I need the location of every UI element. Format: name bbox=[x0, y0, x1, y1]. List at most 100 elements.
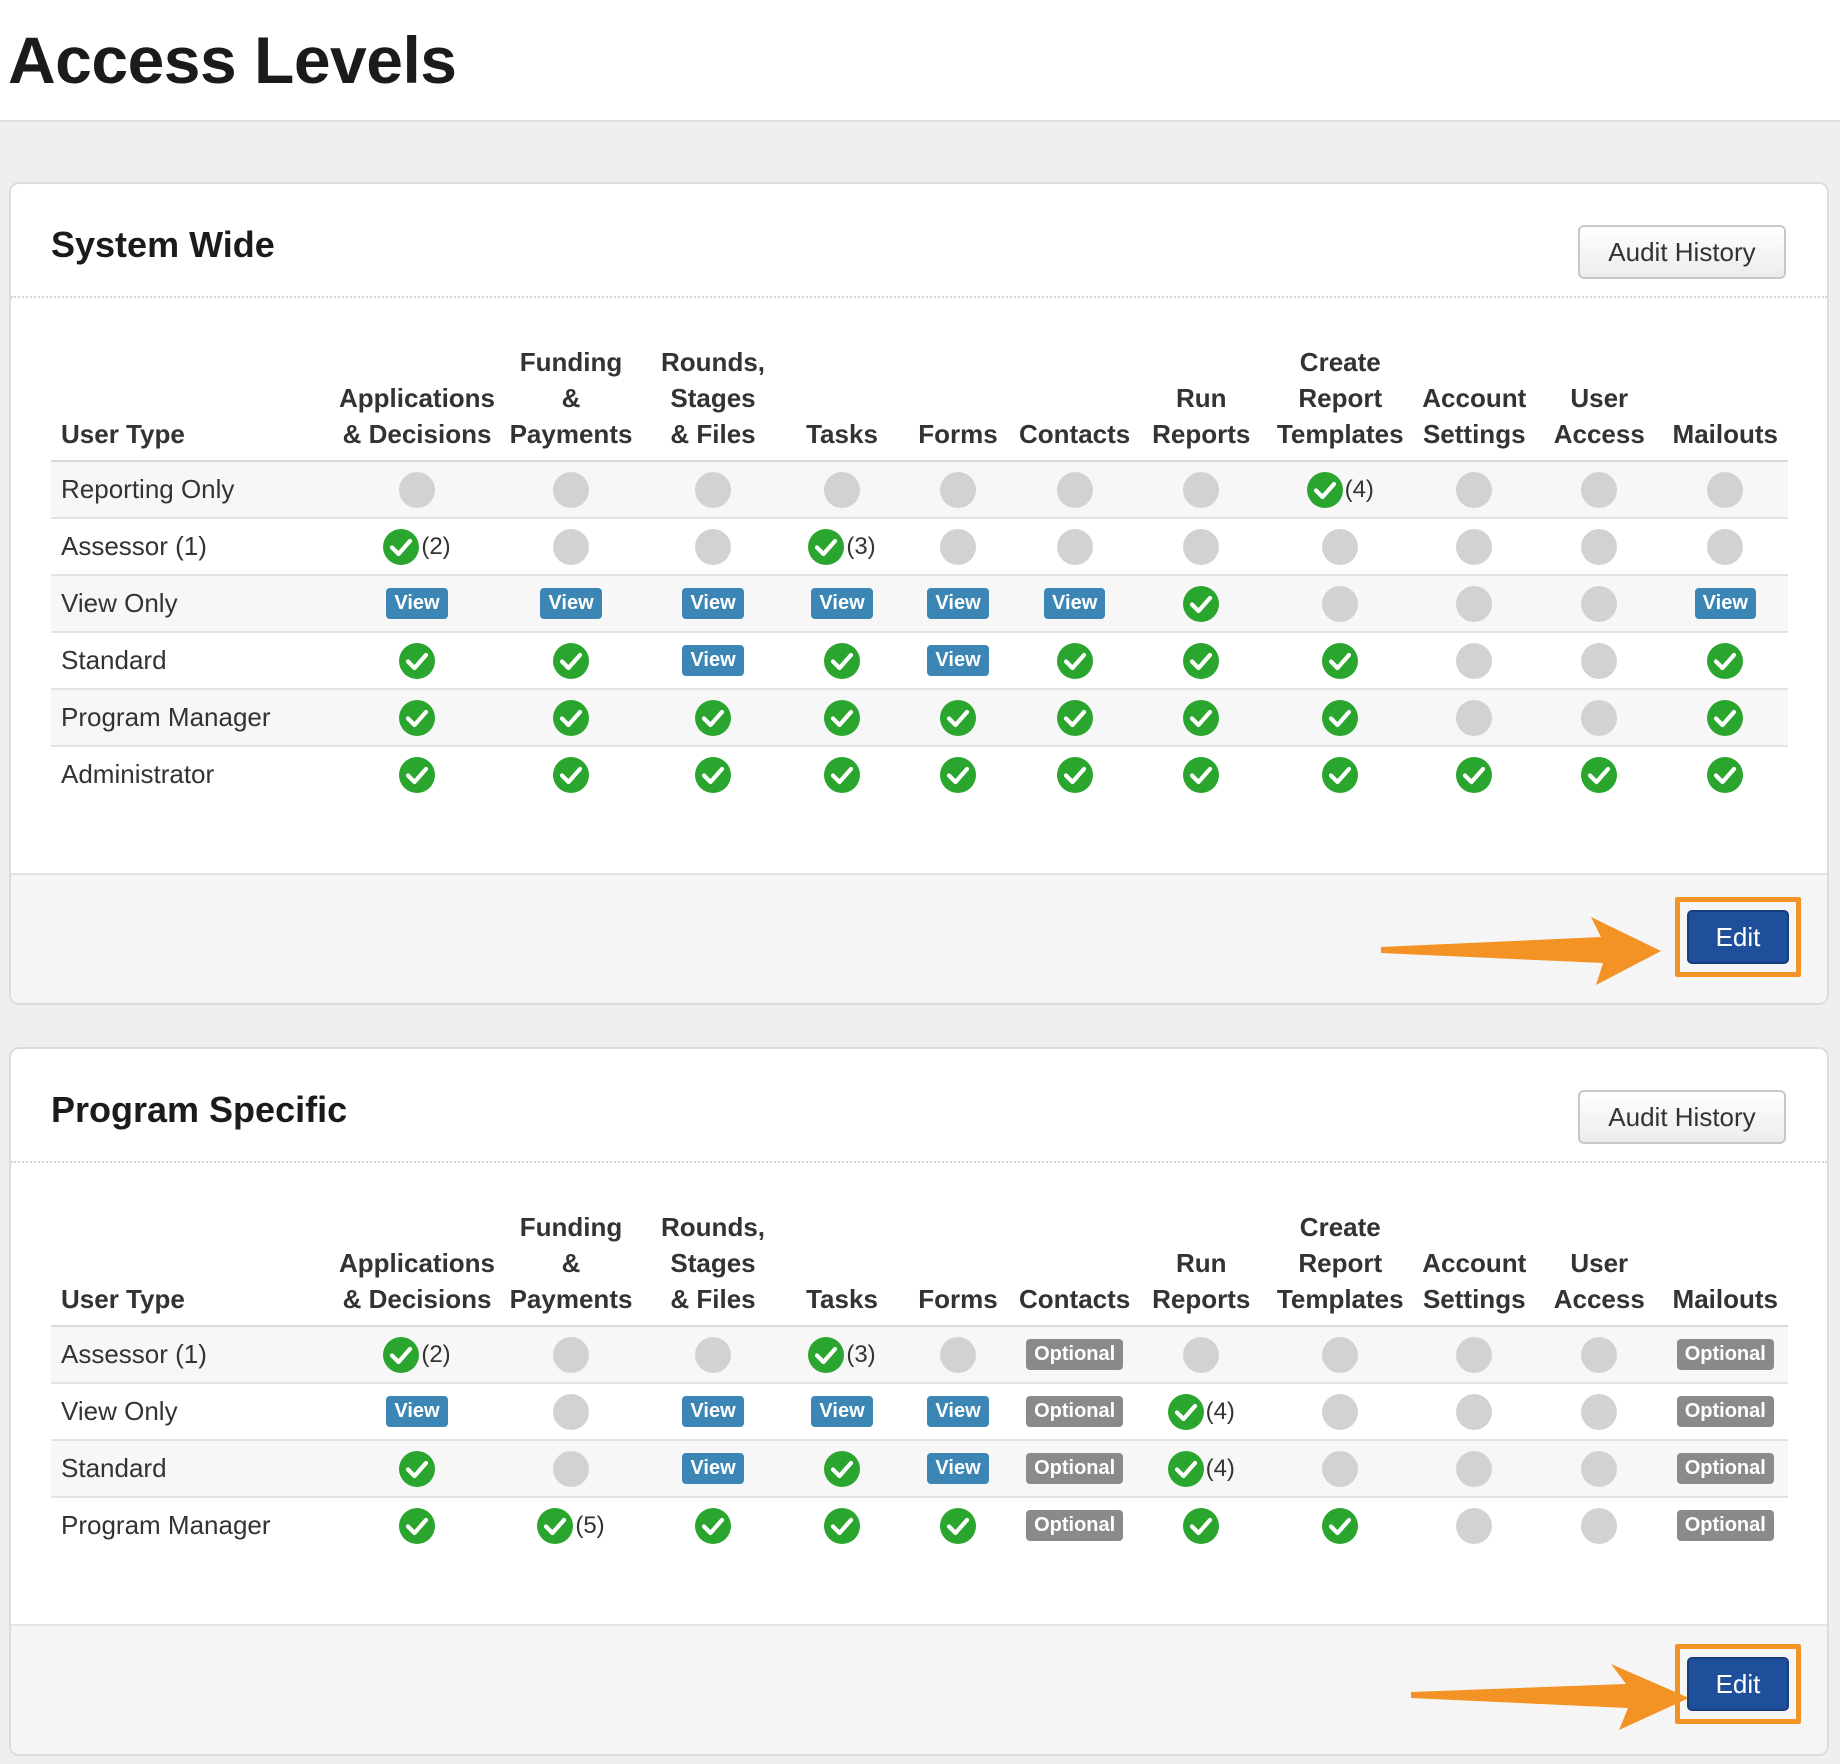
user-type-cell: Assessor (1) bbox=[51, 517, 335, 575]
permission-indicator bbox=[1707, 747, 1744, 802]
inactive-dot-icon bbox=[1183, 1336, 1220, 1373]
column-header-user-type: User Type bbox=[51, 1209, 335, 1327]
user-type-cell: Administrator bbox=[51, 745, 335, 802]
permission-indicator bbox=[1056, 747, 1093, 802]
user-type-cell: View Only bbox=[51, 1382, 335, 1440]
permission-cell bbox=[1015, 517, 1135, 575]
permission-cell bbox=[1134, 688, 1269, 746]
permission-indicator: View bbox=[927, 1441, 989, 1496]
column-header: Create Report Templates bbox=[1268, 344, 1413, 462]
orange-arrow-icon bbox=[1411, 1664, 1689, 1730]
inactive-dot-icon bbox=[1581, 1393, 1618, 1430]
permission-cell bbox=[1412, 1382, 1537, 1440]
check-icon bbox=[1456, 756, 1493, 793]
permission-cell bbox=[1412, 517, 1537, 575]
view-badge: View bbox=[682, 1396, 744, 1427]
check-icon bbox=[1056, 699, 1093, 736]
permission-cell bbox=[643, 461, 784, 518]
permission-cell: View bbox=[643, 574, 784, 632]
permission-indicator bbox=[553, 633, 590, 688]
permission-indicator bbox=[1322, 1384, 1359, 1439]
check-icon bbox=[695, 756, 732, 793]
inactive-dot-icon bbox=[1456, 471, 1493, 508]
permission-cell bbox=[1536, 517, 1663, 575]
inactive-dot-icon bbox=[1581, 699, 1618, 736]
inactive-dot-icon bbox=[1456, 1336, 1493, 1373]
table-header-row: User Type Applications & Decisions Funding &… bbox=[51, 344, 1789, 462]
user-type-cell: Standard bbox=[51, 1439, 335, 1497]
permission-indicator bbox=[1456, 1441, 1493, 1496]
user-type-cell: Reporting Only bbox=[51, 461, 335, 518]
permission-indicator bbox=[553, 1441, 590, 1496]
edit-button[interactable]: Edit bbox=[1687, 1657, 1789, 1711]
column-header: Account Settings bbox=[1412, 344, 1537, 462]
permission-indicator: (2) bbox=[383, 519, 451, 574]
footnote-ref: (3) bbox=[846, 1340, 876, 1368]
edit-highlight-box: Edit bbox=[1675, 897, 1801, 977]
table-row: Standard View View Optional (4) Optional bbox=[51, 1439, 1789, 1497]
page-title: Access Levels bbox=[8, 23, 457, 97]
permission-indicator bbox=[1056, 462, 1093, 517]
audit-history-button[interactable]: Audit History bbox=[1578, 1090, 1786, 1144]
permission-cell: View bbox=[901, 1382, 1016, 1440]
column-header: User Access bbox=[1536, 1209, 1663, 1327]
inactive-dot-icon bbox=[553, 1336, 590, 1373]
permission-cell bbox=[499, 1326, 644, 1383]
panel-footer: Edit bbox=[11, 1624, 1827, 1754]
footnote-ref: (2) bbox=[421, 532, 451, 560]
permission-cell bbox=[783, 1496, 902, 1553]
check-icon bbox=[1322, 699, 1359, 736]
permission-cell bbox=[1134, 1496, 1269, 1553]
table-row: Program Manager bbox=[51, 688, 1789, 746]
check-icon bbox=[824, 1450, 861, 1487]
permission-indicator bbox=[553, 462, 590, 517]
permission-indicator: (5) bbox=[537, 1498, 605, 1553]
optional-badge: Optional bbox=[1026, 1396, 1124, 1427]
inactive-dot-icon bbox=[1322, 1393, 1359, 1430]
permission-indicator bbox=[1183, 519, 1220, 574]
permission-indicator bbox=[940, 1327, 977, 1382]
permission-indicator: View bbox=[1044, 576, 1106, 631]
permission-indicator bbox=[1707, 462, 1744, 517]
inactive-dot-icon bbox=[553, 1450, 590, 1487]
permission-indicator bbox=[1322, 1441, 1359, 1496]
permission-indicator: Optional bbox=[1026, 1441, 1124, 1496]
table-header-row: User Type Applications & Decisions Funding &… bbox=[51, 1209, 1789, 1327]
check-icon bbox=[695, 1507, 732, 1544]
permission-indicator bbox=[824, 747, 861, 802]
inactive-dot-icon bbox=[1707, 471, 1744, 508]
edit-highlight-box: Edit bbox=[1675, 1644, 1801, 1724]
permission-indicator bbox=[824, 690, 861, 745]
permission-indicator bbox=[1581, 633, 1618, 688]
column-header: Create Report Templates bbox=[1268, 1209, 1413, 1327]
permission-indicator: View bbox=[811, 1384, 873, 1439]
audit-history-button[interactable]: Audit History bbox=[1578, 225, 1786, 279]
optional-badge: Optional bbox=[1026, 1453, 1124, 1484]
permission-indicator bbox=[695, 1498, 732, 1553]
permission-indicator bbox=[1322, 690, 1359, 745]
permission-cell bbox=[1536, 461, 1663, 518]
edit-button[interactable]: Edit bbox=[1687, 910, 1789, 964]
permission-cell bbox=[1536, 1382, 1663, 1440]
check-icon bbox=[1183, 585, 1220, 622]
permission-cell bbox=[1015, 631, 1135, 689]
column-header: Tasks bbox=[783, 344, 902, 462]
permission-indicator: View bbox=[927, 633, 989, 688]
permission-indicator bbox=[1322, 747, 1359, 802]
permission-cell bbox=[1536, 574, 1663, 632]
permission-cell: View bbox=[901, 1439, 1016, 1497]
permission-indicator: View bbox=[682, 1441, 744, 1496]
check-icon bbox=[824, 1507, 861, 1544]
permission-cell bbox=[1536, 745, 1663, 802]
column-header: Run Reports bbox=[1134, 1209, 1269, 1327]
inactive-dot-icon bbox=[1456, 642, 1493, 679]
table-row: Program Manager (5) Optional Optional bbox=[51, 1496, 1789, 1553]
table-row: Standard View View bbox=[51, 631, 1789, 689]
permission-cell bbox=[1536, 1439, 1663, 1497]
permission-indicator bbox=[1183, 576, 1220, 631]
check-icon bbox=[1581, 756, 1618, 793]
permission-cell bbox=[1536, 1326, 1663, 1383]
view-badge: View bbox=[1044, 588, 1106, 619]
permission-cell bbox=[1662, 631, 1789, 689]
check-icon bbox=[399, 699, 435, 736]
